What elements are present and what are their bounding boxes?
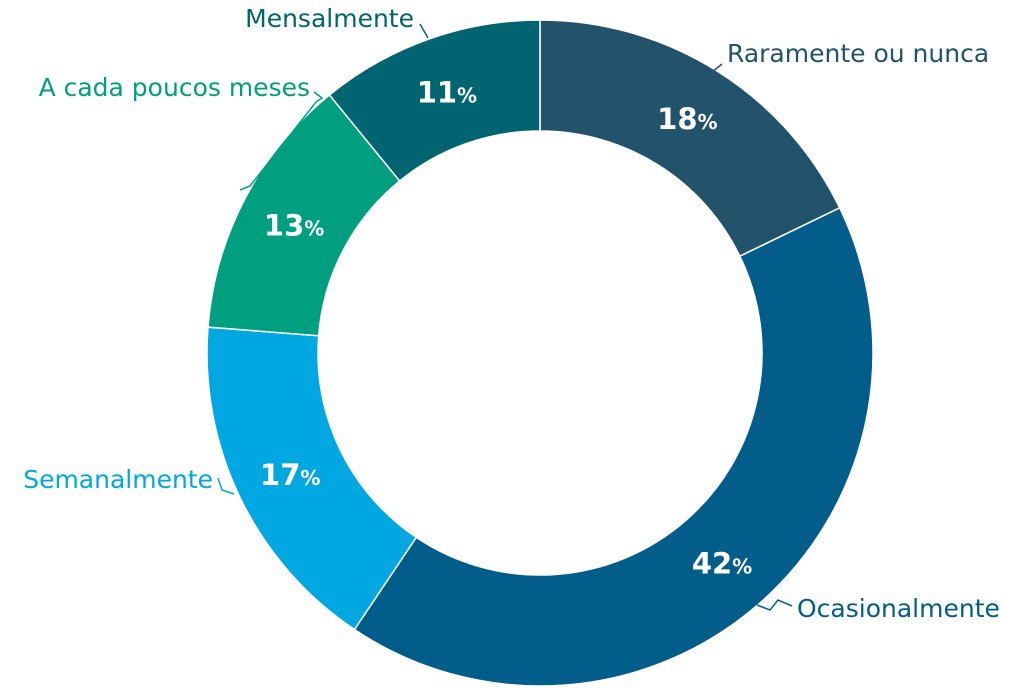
slice-value-label: 11% xyxy=(417,76,477,110)
slice-category-label: Ocasionalmente xyxy=(797,594,1000,623)
slice-value-label: 18% xyxy=(657,102,717,136)
slice-category-label: A cada poucos meses xyxy=(39,73,310,102)
donut-slice-3 xyxy=(206,326,418,631)
leader-line xyxy=(419,23,429,39)
slice-category-label: Semanalmente xyxy=(23,465,213,494)
slice-value-label: 17% xyxy=(260,458,320,492)
leader-line xyxy=(756,599,793,611)
slice-value-label: 13% xyxy=(264,208,324,242)
leader-line xyxy=(711,63,723,73)
slice-category-label: Raramente ou nunca xyxy=(727,39,989,68)
leader-line xyxy=(217,477,235,495)
leader-line xyxy=(239,91,324,191)
slice-value-label: 42% xyxy=(692,546,752,580)
donut-slice-2 xyxy=(353,206,874,687)
slice-category-label: Mensalmente xyxy=(245,4,414,33)
donut-slice-5 xyxy=(328,19,541,183)
